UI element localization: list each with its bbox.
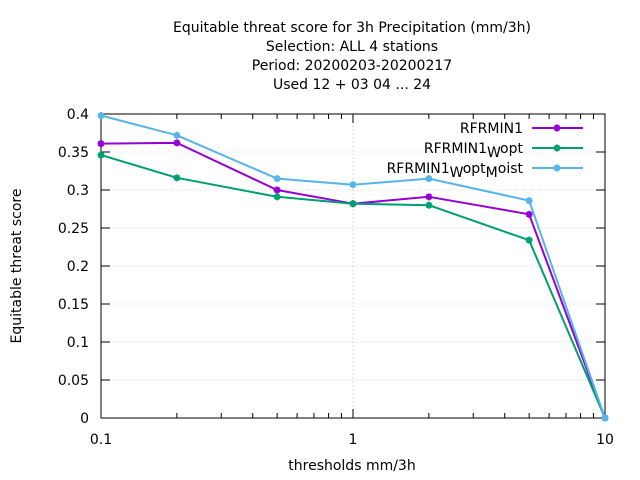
data-point (553, 144, 561, 152)
data-point (525, 197, 533, 204)
chart-title-line: Equitable threat score for 3h Precipitat… (173, 20, 531, 36)
legend-label-legend-tail: opt (463, 161, 486, 177)
legend-label: RFRMIN1 (460, 121, 523, 137)
legend-label: RFRMIN1WoptMoist (387, 161, 524, 181)
y-tick-label: 0.2 (67, 259, 89, 275)
y-tick-label: 0.3 (67, 183, 89, 199)
legend-entry-2: RFRMIN1Wopt (424, 141, 583, 161)
data-point (425, 175, 433, 182)
data-point (273, 175, 281, 182)
chart-title-line: Used 12 + 03 04 ... 24 (273, 77, 431, 93)
legend-label-legend-tail2: oist (498, 161, 524, 177)
labels: 0 0.05 0.1 0.15 0.2 0.25 0.3 0.35 0.4 0.1 1 10 Equit… (9, 20, 614, 474)
y-tick-label: 0.1 (67, 335, 89, 351)
legend-label-legend-sub: W (487, 145, 501, 161)
x-tick-label: 1 (349, 432, 358, 448)
legend-label: RFRMIN1Wopt (424, 141, 524, 161)
legend-label-main: RFRMIN1 (460, 121, 523, 137)
data-point (97, 151, 105, 159)
data-point (425, 201, 433, 209)
data-point (273, 186, 281, 194)
y-tick-label: 0.25 (58, 221, 89, 237)
legend-label-main: RFRMIN1 (387, 161, 450, 177)
data-point (349, 200, 357, 207)
data-point (553, 164, 561, 172)
series-3 (97, 112, 609, 422)
legend-label-legend-tail: opt (500, 141, 523, 157)
y-tick-label: 0.4 (67, 107, 89, 123)
chart-title-line: Period: 20200203-20200217 (252, 58, 452, 74)
legend-entry-3: RFRMIN1WoptMoist (387, 161, 583, 181)
x-axis-label: thresholds mm/3h (288, 458, 415, 474)
legend-label-main: RFRMIN1 (424, 141, 487, 157)
grid (101, 114, 605, 418)
data-point (525, 236, 533, 244)
x-tick-label: 0.1 (90, 432, 112, 448)
data-point (525, 211, 533, 218)
legend-label-legend-sub2: M (486, 165, 498, 181)
data-point (97, 140, 105, 147)
data-point (173, 132, 181, 139)
y-tick-label: 0.05 (58, 373, 89, 389)
data-point (173, 174, 181, 182)
data-point (425, 193, 433, 201)
chart-title-line: Selection: ALL 4 stations (266, 39, 438, 55)
y-axis-label: Equitable threat score (9, 189, 25, 344)
series-layer (97, 112, 609, 422)
axis-ticks (100, 113, 606, 419)
data-point (349, 181, 357, 188)
data-point (601, 414, 609, 422)
data-point (273, 193, 281, 201)
data-point (173, 139, 181, 147)
y-tick-label: 0.15 (58, 297, 89, 313)
y-tick-label: 0.35 (58, 145, 89, 161)
x-tick-label: 10 (596, 432, 614, 448)
y-tick-label: 0 (80, 411, 89, 427)
legend-label-legend-sub: W (450, 165, 464, 181)
data-point (97, 112, 105, 119)
legend-entry-1: RFRMIN1 (460, 121, 583, 137)
data-point (553, 124, 561, 132)
